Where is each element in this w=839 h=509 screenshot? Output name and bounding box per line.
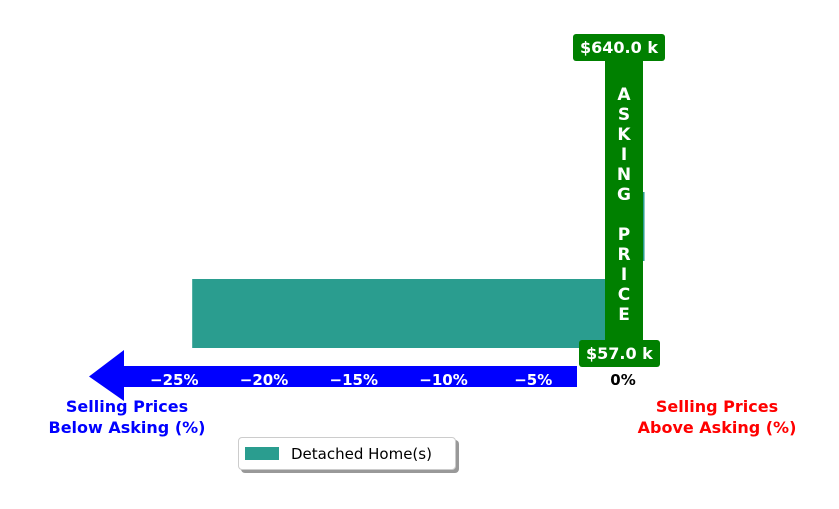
tick-label-3: −10% [419,371,467,389]
tick-label-0: −25% [150,371,198,389]
asking-letter-2: K [617,125,631,145]
tick-label-1: −20% [240,371,288,389]
below-asking-label-line1: Selling Prices [65,397,189,416]
asking-price-column [605,60,643,345]
asking-letter-1: S [618,105,630,125]
asking-letter-8: R [617,245,630,265]
below-asking-label: Selling Prices Below Asking (%) [27,396,227,438]
axis-arrow [89,350,577,401]
asking-letter-3: I [621,145,627,165]
asking-price-low-label: $57.0 k [579,340,660,367]
above-asking-label-line2: Above Asking (%) [637,418,797,437]
asking-letter-4: N [617,165,631,185]
ticks-layer: −25% −20% −15% −10% −5% 0% [150,371,636,389]
asking-letter-5: G [617,185,631,205]
legend-label: Detached Home(s) [291,444,432,463]
legend-swatch [245,447,279,460]
asking-letter-0: A [617,85,631,105]
tick-label-5: 0% [610,371,635,389]
asking-letter-10: C [618,285,630,305]
asking-letter-9: I [621,265,627,285]
tick-label-2: −15% [330,371,378,389]
asking-letter-11: E [618,305,630,325]
below-asking-label-line2: Below Asking (%) [48,418,206,437]
bars-layer [192,105,645,348]
legend: Detached Home(s) [238,437,456,470]
tick-label-4: −5% [514,371,552,389]
bar-2 [192,279,623,348]
above-asking-label-line1: Selling Prices [655,397,779,416]
asking-letter-7: P [618,225,630,245]
asking-price-high-label: $640.0 k [573,34,665,61]
above-asking-label: Selling Prices Above Asking (%) [617,396,817,438]
